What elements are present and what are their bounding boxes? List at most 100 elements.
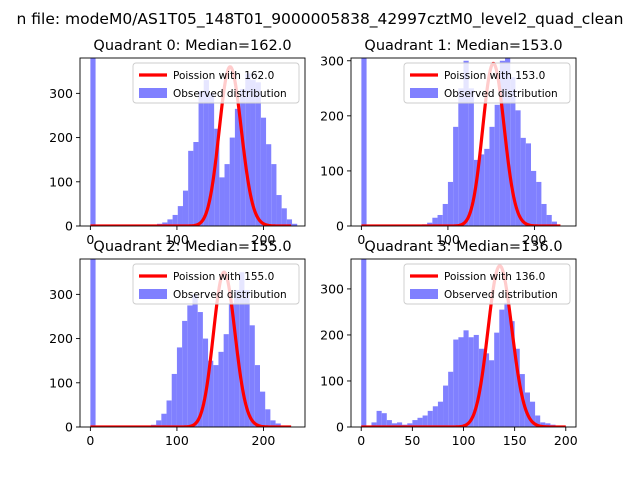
hist-bar xyxy=(260,117,267,226)
hist-bar xyxy=(499,309,505,427)
hist-bar xyxy=(427,222,433,226)
axes-frame xyxy=(350,57,577,227)
hist-bar xyxy=(255,82,261,226)
x-tick-label: 200 xyxy=(554,433,578,448)
hist-bar xyxy=(489,360,495,427)
legend-label-poisson: Poission with 153.0 xyxy=(444,70,545,82)
x-tick-label: 50 xyxy=(404,433,420,448)
legend: Poission with 136.0 Observed distribution xyxy=(403,263,571,305)
legend-label-observed: Observed distribution xyxy=(173,289,287,301)
hist-bar xyxy=(271,164,277,226)
hist-bar xyxy=(182,320,188,427)
hist-bar xyxy=(458,88,464,226)
hist-bar xyxy=(171,373,177,427)
axes-frame xyxy=(79,57,306,227)
y-tick-label: 0 xyxy=(336,420,344,435)
hist-bar xyxy=(483,353,490,427)
hist-bar xyxy=(224,164,230,226)
x-tick-label: 0 xyxy=(357,433,365,448)
hist-bar xyxy=(531,170,537,226)
hist-bar xyxy=(276,195,282,226)
hist-bar xyxy=(499,60,506,226)
y-tick-label: 100 xyxy=(320,163,344,178)
hist-bar xyxy=(167,219,173,226)
hist-bar xyxy=(228,303,235,427)
hist-bar xyxy=(376,410,382,427)
legend-patch-swatch xyxy=(410,88,438,98)
y-tick-label: 0 xyxy=(65,420,73,435)
hist-bar xyxy=(218,351,224,427)
hist-bar xyxy=(510,77,516,226)
y-tick-label: 100 xyxy=(49,174,73,189)
hist-bar xyxy=(453,339,459,427)
hist-bar xyxy=(275,423,281,427)
hist-bar xyxy=(529,401,536,427)
x-tick-label: 100 xyxy=(165,232,189,247)
hist-bar xyxy=(427,410,433,427)
plot-area xyxy=(89,259,292,427)
y-tick-label: 300 xyxy=(49,287,73,302)
hist-bar xyxy=(177,206,183,226)
hist-bar xyxy=(463,330,469,427)
hist-bar xyxy=(213,365,219,427)
legend-box xyxy=(403,62,571,104)
hist-bar xyxy=(422,415,428,427)
hist-bar xyxy=(198,91,204,226)
hist-bar xyxy=(443,385,449,427)
hist-bar xyxy=(540,422,546,427)
hist-bar xyxy=(397,422,403,427)
hist-bar xyxy=(292,223,298,226)
hist-bar xyxy=(447,181,454,226)
y-tick-label: 100 xyxy=(49,375,73,390)
poisson-curve xyxy=(360,264,567,427)
legend-label-observed: Observed distribution xyxy=(444,289,558,301)
hist-bar xyxy=(473,159,480,226)
hist-bar xyxy=(546,214,552,226)
legend-label-poisson: Poission with 155.0 xyxy=(173,271,274,283)
legend-label-observed: Observed distribution xyxy=(173,88,287,100)
hist-bar xyxy=(240,88,246,226)
x-tick-label: 100 xyxy=(436,232,460,247)
hist-bar xyxy=(260,391,266,427)
legend-label-poisson: Poission with 162.0 xyxy=(173,70,274,82)
hist-bar xyxy=(254,365,260,427)
subplot-title: Quadrant 0: Median=162.0 xyxy=(93,38,291,54)
legend-label-poisson: Poission with 136.0 xyxy=(444,271,545,283)
hist-bar xyxy=(437,401,444,427)
hist-bar xyxy=(229,137,235,226)
hist-bar xyxy=(551,221,557,226)
x-tick-label: 100 xyxy=(165,433,189,448)
subplot-title: Quadrant 2: Median=155.0 xyxy=(93,239,291,255)
hist-bar xyxy=(250,80,256,226)
y-tick-label: 300 xyxy=(320,53,344,68)
legend-box xyxy=(403,263,571,305)
hist-bar xyxy=(161,413,167,427)
poisson-curve xyxy=(89,270,292,427)
x-tick-label: 150 xyxy=(503,433,527,448)
hist-bar xyxy=(442,203,448,226)
hist-bar xyxy=(208,93,215,226)
y-tick-label: 200 xyxy=(320,327,344,342)
hist-bar xyxy=(197,312,203,427)
hist-bar xyxy=(479,154,485,226)
plot-area xyxy=(360,259,567,427)
hist-bar xyxy=(223,334,229,427)
subplot-0: 0 100 200 0 100 200 300 Poission with 162.0 Obse… xyxy=(49,38,306,247)
hist-bar xyxy=(505,58,511,226)
legend-patch-swatch xyxy=(139,289,167,299)
hist-bar xyxy=(514,348,520,427)
legend-box xyxy=(132,62,300,104)
hist-bar xyxy=(432,406,438,427)
subplot-2: 0 100 200 0 100 200 300 Poission with 155.0 Obse… xyxy=(49,239,306,448)
hist-bar xyxy=(437,214,443,226)
hist-bar xyxy=(265,409,271,427)
hist-bar-zero xyxy=(90,58,96,226)
hist-bar xyxy=(203,80,209,226)
hist-bar xyxy=(162,222,168,226)
hist-bar xyxy=(489,126,495,226)
hist-bar xyxy=(473,334,479,427)
hist-bar xyxy=(182,190,189,226)
hist-bar-zero xyxy=(361,58,367,226)
hist-bar xyxy=(244,289,250,427)
